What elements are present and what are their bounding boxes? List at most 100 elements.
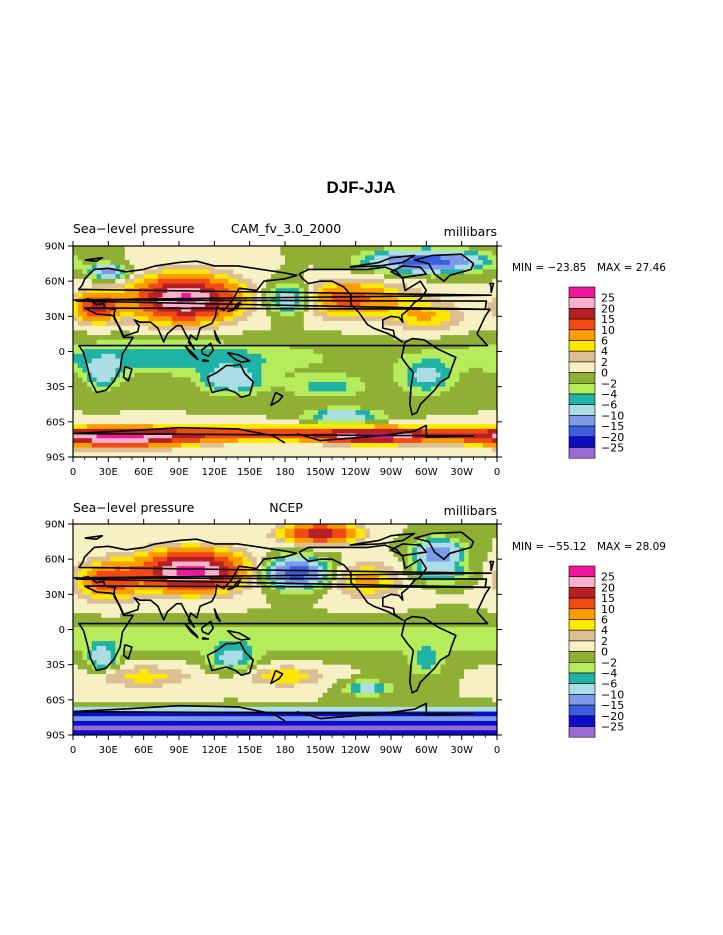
legend-label: 25 <box>601 292 615 305</box>
field-cell <box>96 561 102 567</box>
field-cell <box>148 250 154 256</box>
field-cell <box>407 363 413 369</box>
field-cell <box>242 339 248 346</box>
field-cell <box>167 433 173 439</box>
field-cell <box>303 292 310 299</box>
field-cell <box>171 400 178 407</box>
field-cell <box>91 250 98 256</box>
field-cell <box>87 358 93 364</box>
field-cell <box>162 316 168 322</box>
field-cell <box>426 372 432 378</box>
field-cell <box>303 269 310 275</box>
field-cell <box>435 400 442 407</box>
field-cell <box>157 264 164 271</box>
field-cell <box>341 344 347 350</box>
field-cell <box>237 372 244 378</box>
field-cell <box>280 260 286 266</box>
field-cell <box>228 367 234 374</box>
field-cell <box>350 533 357 539</box>
field-cell <box>186 447 192 453</box>
field-cell <box>162 306 168 313</box>
field-cell <box>435 330 442 336</box>
field-cell <box>242 269 248 275</box>
field-cell <box>350 292 357 299</box>
field-cell <box>171 447 178 453</box>
field-cell <box>124 528 131 534</box>
field-cell <box>153 372 159 378</box>
field-cell <box>91 452 98 457</box>
field-cell <box>214 367 220 374</box>
field-cell <box>374 447 380 453</box>
field-cell <box>73 335 79 341</box>
field-cell <box>153 428 159 435</box>
field-cell <box>91 561 98 567</box>
field-cell <box>167 386 173 392</box>
field-cell <box>412 386 418 392</box>
field-cell <box>143 538 149 544</box>
field-cell <box>186 438 192 444</box>
field-cell <box>157 353 164 360</box>
field-cell <box>473 264 479 271</box>
field-cell <box>299 447 305 453</box>
field-cell <box>350 405 357 411</box>
field-cell <box>209 447 215 453</box>
field-cell <box>464 250 470 256</box>
field-cell <box>148 269 154 275</box>
field-cell <box>87 246 93 252</box>
field-cell <box>181 414 187 421</box>
field-cell <box>327 414 333 421</box>
field-cell <box>294 419 300 425</box>
field-cell <box>374 533 380 539</box>
field-cell <box>110 250 116 256</box>
field-cell <box>426 363 432 369</box>
field-cell <box>369 377 376 383</box>
field-cell <box>487 452 493 457</box>
field-cell <box>157 372 164 378</box>
field-cell <box>468 335 475 341</box>
field-cell <box>327 363 333 369</box>
field-cell <box>303 344 310 350</box>
field-cell <box>110 255 116 261</box>
field-cell <box>87 367 93 374</box>
field-cell <box>73 288 79 294</box>
field-cell <box>120 556 126 563</box>
field-cell <box>96 260 102 266</box>
field-cell <box>379 349 385 355</box>
field-cell <box>96 442 102 449</box>
field-cell <box>129 260 135 266</box>
field-cell <box>285 391 291 397</box>
field-cell <box>454 311 460 317</box>
field-cell <box>294 311 300 317</box>
field-cell <box>445 302 451 308</box>
field-cell <box>110 547 116 553</box>
field-cell <box>91 405 98 411</box>
field-cell <box>143 274 149 280</box>
field-cell <box>332 325 338 331</box>
field-cell <box>322 358 328 364</box>
field-cell <box>294 561 300 567</box>
field-cell <box>412 524 418 530</box>
field-cell <box>341 353 347 360</box>
field-cell <box>350 353 357 360</box>
field-cell <box>449 396 456 402</box>
field-cell <box>261 274 267 280</box>
field-cell <box>285 524 291 530</box>
field-cell <box>167 552 173 558</box>
field-cell <box>294 264 300 271</box>
field-cell <box>336 377 343 383</box>
field-cell <box>299 316 305 322</box>
field-cell <box>176 556 182 563</box>
field-cell <box>105 292 112 299</box>
field-cell <box>402 438 409 444</box>
field-cell <box>148 538 154 544</box>
field-cell <box>379 288 385 294</box>
field-cell <box>322 524 328 530</box>
field-cell <box>247 363 253 369</box>
field-cell <box>346 410 352 416</box>
field-cell <box>115 419 121 425</box>
field-cell <box>435 542 442 549</box>
field-cell <box>143 353 149 360</box>
field-cell <box>77 353 84 360</box>
field-cell <box>87 339 93 346</box>
field-cell <box>237 533 244 539</box>
